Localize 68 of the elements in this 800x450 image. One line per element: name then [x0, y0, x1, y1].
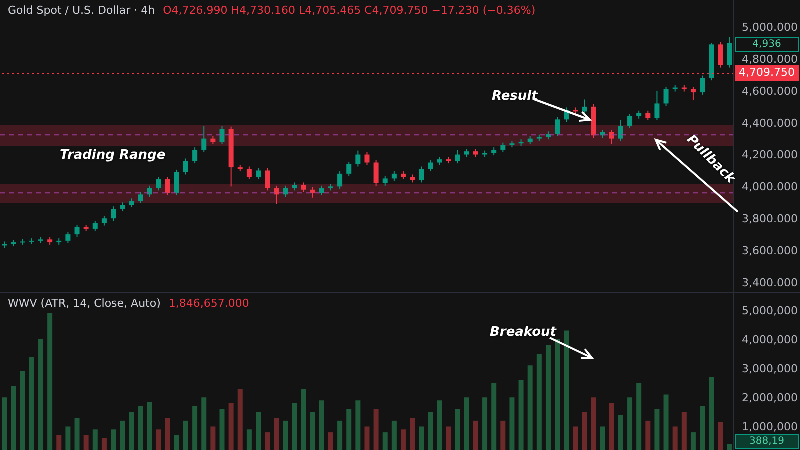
candlestick: [274, 185, 280, 205]
candlestick: [428, 160, 434, 172]
candlestick: [727, 36, 732, 68]
y-tick-label: 4,400.000: [742, 116, 798, 130]
candlestick: [111, 206, 116, 222]
candlestick: [356, 150, 361, 168]
candlestick: [310, 186, 316, 198]
candlestick: [646, 110, 651, 121]
candlestick: [74, 224, 80, 238]
y-tick-label: 4,000.000: [742, 180, 798, 194]
candlestick: [700, 75, 706, 96]
y-tick-label: 3,800.000: [742, 212, 798, 226]
candlestick: [455, 149, 460, 164]
candlestick: [338, 171, 343, 190]
candlestick: [392, 171, 397, 182]
candlestick: [654, 90, 660, 121]
candlestick: [664, 86, 669, 107]
candlestick: [138, 192, 144, 204]
candlestick: [500, 142, 506, 153]
candlestick: [718, 42, 724, 68]
text: 388,19: [735, 434, 799, 449]
candlestick: [419, 166, 424, 184]
text: 4,936: [735, 37, 799, 52]
candlestick: [92, 220, 98, 232]
candlestick: [382, 176, 388, 186]
candlestick: [374, 160, 379, 187]
chart-subtitle: 1,846,657.000: [168, 297, 250, 310]
candlestick: [265, 168, 270, 192]
candlestick: [628, 114, 633, 129]
candlestick: [555, 116, 560, 137]
y-tick-label: 5,000,000: [742, 304, 798, 318]
candlestick: [346, 161, 352, 177]
candlestick: [184, 158, 188, 176]
annotation: Result: [492, 89, 538, 104]
y-tick-label: 1,000,000: [742, 420, 798, 434]
candlestick: [690, 86, 696, 102]
candlestick: [202, 126, 207, 153]
y-tick-label: 3,400.000: [742, 276, 798, 290]
candlestick: [102, 216, 107, 226]
y-tick-label: 3,600.000: [742, 244, 798, 258]
candlestick: [301, 182, 306, 193]
annotation: Trading Range: [60, 148, 166, 163]
candlestick: [174, 169, 180, 196]
candlestick: [220, 126, 225, 145]
chart-title: Gold Spot / U.S. Dollar · 4h: [8, 4, 156, 17]
y-tick-label: 3,000,000: [742, 362, 798, 376]
candlestick: [66, 232, 71, 244]
y-tick-label: 2,000,000: [742, 392, 798, 405]
ref-line-label: 4,709.750: [735, 65, 799, 82]
y-tick-label: 5,000.000: [742, 21, 798, 34]
candlestick: [582, 99, 588, 115]
candlestick: [256, 168, 261, 180]
candlestick: [609, 130, 614, 145]
y-tick-label: 4,200.000: [742, 148, 798, 162]
chart-subtitle: O4,726.990 H4,730.160 L4,705.465 C4,709.750 −17.230 (−0.36%): [163, 4, 536, 17]
y-tick-label: 4,800.000: [742, 52, 798, 66]
candlestick: [618, 120, 624, 142]
candlestick: [364, 152, 370, 166]
chart-title: WWV (ATR, 14, Close, Auto): [8, 297, 161, 310]
y-tick-label: 4,000,000: [742, 333, 798, 346]
candlestick: [165, 176, 170, 196]
y-tick-label: 4,600.000: [742, 84, 798, 98]
candlestick: [156, 176, 162, 192]
candlestick: [192, 147, 198, 164]
candlestick: [246, 166, 252, 180]
annotation: Breakout: [490, 325, 556, 340]
candlestick: [319, 185, 324, 196]
candlestick: [283, 185, 288, 198]
